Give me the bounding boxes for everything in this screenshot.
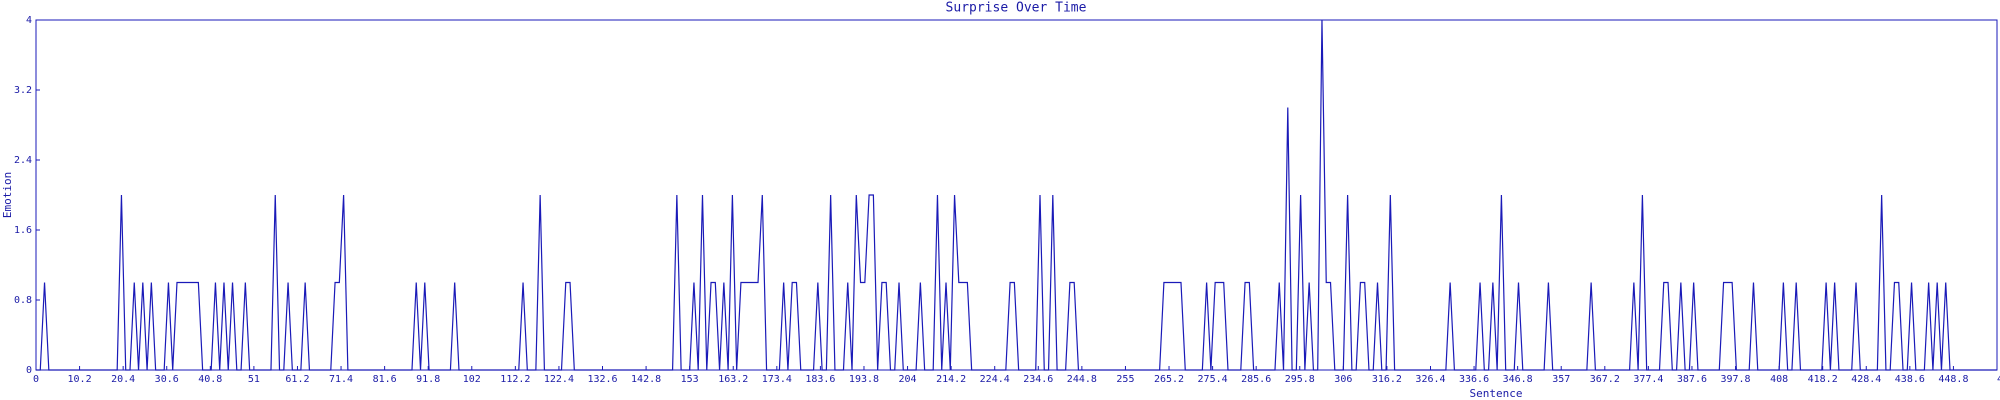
x-tick-label: 51 xyxy=(248,374,260,385)
x-tick-label: 193.8 xyxy=(849,374,879,385)
x-tick-label: 418.2 xyxy=(1808,374,1838,385)
x-tick-label: 346.8 xyxy=(1503,374,1533,385)
x-tick-label: 45 xyxy=(1997,374,2000,385)
x-tick-label: 10.2 xyxy=(68,374,92,385)
x-tick-label: 367.2 xyxy=(1590,374,1620,385)
x-tick-label: 214.2 xyxy=(936,374,966,385)
x-tick-label: 438.6 xyxy=(1895,374,1925,385)
x-tick-label: 295.8 xyxy=(1285,374,1315,385)
x-tick-label: 448.8 xyxy=(1938,374,1968,385)
y-tick-label: 3.2 xyxy=(14,85,32,96)
x-tick-label: 122.4 xyxy=(544,374,574,385)
x-tick-label: 40.8 xyxy=(198,374,222,385)
x-tick-label: 102 xyxy=(463,374,481,385)
x-tick-label: 316.2 xyxy=(1372,374,1402,385)
x-tick-label: 153 xyxy=(681,374,699,385)
x-tick-label: 265.2 xyxy=(1154,374,1184,385)
x-tick-label: 387.6 xyxy=(1677,374,1707,385)
y-tick-label: 4 xyxy=(26,15,32,26)
x-tick-label: 142.8 xyxy=(631,374,661,385)
x-tick-label: 326.4 xyxy=(1415,374,1445,385)
x-tick-label: 234.6 xyxy=(1023,374,1053,385)
y-tick-label: 0.8 xyxy=(14,295,32,306)
chart-title: Surprise Over Time xyxy=(946,1,1087,16)
x-tick-label: 377.4 xyxy=(1633,374,1663,385)
x-tick-label: 275.4 xyxy=(1198,374,1228,385)
y-tick-label: 2.4 xyxy=(14,155,32,166)
plot-frame xyxy=(35,19,1998,371)
x-tick-label: 224.4 xyxy=(980,374,1010,385)
x-tick-label: 61.2 xyxy=(285,374,309,385)
x-tick-label: 244.8 xyxy=(1067,374,1097,385)
y-tick-label: 1.6 xyxy=(14,225,32,236)
x-tick-label: 183.6 xyxy=(805,374,835,385)
x-tick-label: 163.2 xyxy=(718,374,748,385)
x-tick-label: 428.4 xyxy=(1851,374,1881,385)
x-tick-label: 20.4 xyxy=(111,374,135,385)
x-tick-label: 30.6 xyxy=(155,374,179,385)
x-tick-label: 255 xyxy=(1116,374,1134,385)
x-tick-label: 0 xyxy=(33,374,39,385)
x-tick-label: 357 xyxy=(1552,374,1570,385)
x-tick-label: 204 xyxy=(899,374,917,385)
x-tick-label: 336.6 xyxy=(1459,374,1489,385)
x-axis-label: Sentence xyxy=(1470,387,1523,400)
x-tick-label: 91.8 xyxy=(416,374,440,385)
x-tick-label: 81.6 xyxy=(373,374,397,385)
x-tick-label: 285.6 xyxy=(1241,374,1271,385)
x-tick-label: 306 xyxy=(1334,374,1352,385)
y-axis-label: Emotion xyxy=(1,172,14,218)
x-tick-label: 173.4 xyxy=(762,374,792,385)
x-tick-label: 132.6 xyxy=(587,374,617,385)
data-line xyxy=(36,19,1997,371)
x-tick-label: 112.2 xyxy=(500,374,530,385)
x-tick-label: 408 xyxy=(1770,374,1788,385)
x-tick-label: 397.8 xyxy=(1720,374,1750,385)
y-tick-label: 0 xyxy=(26,365,32,376)
x-tick-label: 71.4 xyxy=(329,374,353,385)
